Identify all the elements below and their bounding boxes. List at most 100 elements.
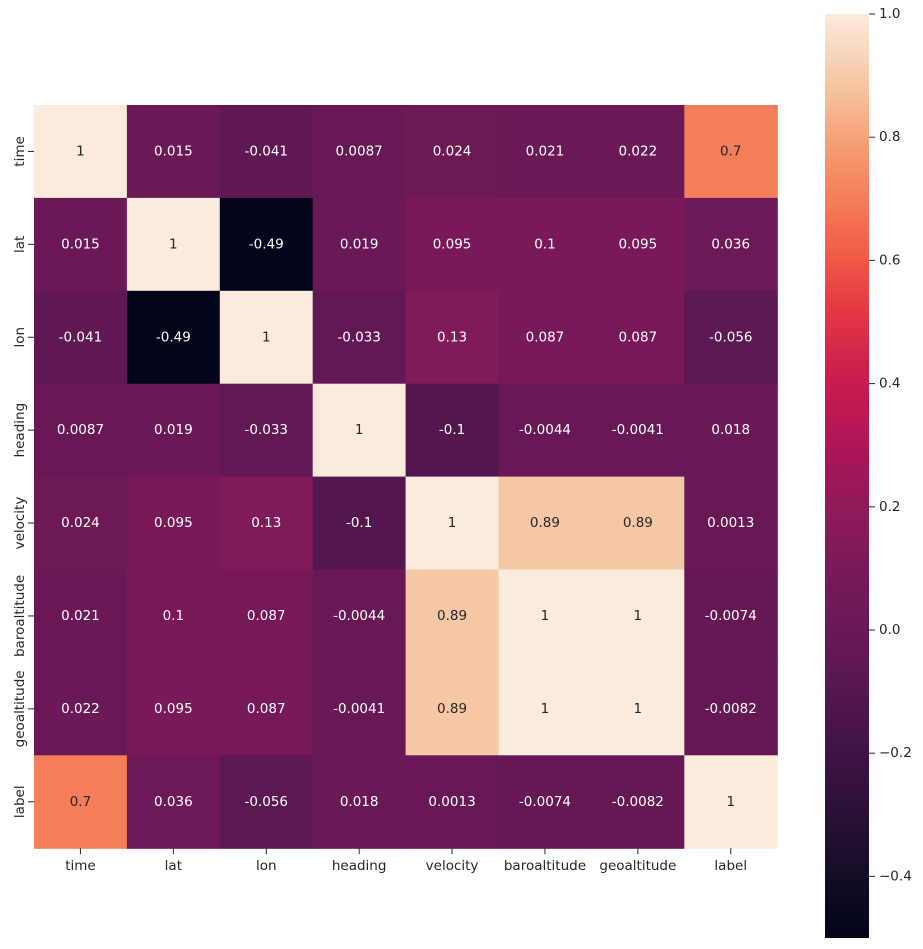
cell-annotation: 1: [634, 608, 643, 624]
heatmap-cell: [219, 105, 314, 199]
cell-annotation: 0.022: [619, 143, 658, 159]
colorbar-tick-label: 0.2: [879, 499, 900, 515]
colorbar: 1.0 0.8 0.6 0.4 0.2 0.0 −0.2 −0.4: [825, 6, 912, 938]
cell-annotation: 1: [448, 515, 457, 531]
cell-annotation: 0.0013: [428, 794, 475, 810]
cell-annotation: 0.015: [154, 143, 193, 159]
heatmap-cell: [219, 662, 314, 756]
heatmap-cell: [312, 383, 407, 478]
heatmap-cell: [498, 383, 592, 478]
heatmap-cell: [684, 383, 778, 478]
heatmap-cell: [219, 197, 314, 292]
cell-annotation: 0.7: [70, 794, 91, 810]
heatmap-cell: [219, 290, 314, 385]
heatmap-cell: [591, 105, 685, 199]
colorbar-tick-label: 0.0: [879, 622, 900, 638]
cell-annotation: -0.1: [346, 515, 372, 531]
x-tick-label: lon: [256, 858, 277, 874]
cell-annotation: -0.041: [244, 143, 288, 159]
heatmap-cell: [219, 383, 314, 478]
cell-annotation: 0.0087: [57, 422, 104, 438]
cell-annotation: -0.0041: [612, 422, 664, 438]
cell-annotation: -0.49: [156, 329, 191, 345]
heatmap-cell: [126, 755, 221, 849]
heatmap-cell: [312, 290, 407, 385]
cell-annotation: 0.1: [163, 608, 184, 624]
cell-annotation: -0.0041: [333, 701, 385, 717]
heatmap-cell: [405, 383, 500, 478]
cell-annotation: 0.019: [340, 236, 379, 252]
heatmap-cell: [591, 569, 685, 663]
heatmap-cell: [126, 197, 221, 292]
cell-annotation: -0.49: [249, 236, 284, 252]
heatmap-cells: [34, 105, 778, 849]
cell-annotation: 0.13: [251, 515, 281, 531]
cell-annotation: 0.036: [711, 236, 750, 252]
colorbar-tick-label: 0.4: [879, 376, 900, 392]
cell-annotation: 0.015: [61, 236, 100, 252]
colorbar-tick-label: 1.0: [879, 6, 900, 22]
x-tick-label: heading: [332, 858, 387, 874]
y-tick-label: velocity: [12, 497, 28, 550]
heatmap-cell: [591, 476, 685, 571]
heatmap-cell: [498, 197, 592, 292]
cell-annotation: 0.019: [154, 422, 193, 438]
cell-annotation: 1: [169, 236, 178, 252]
cell-annotation: -0.056: [709, 329, 753, 345]
heatmap-cell: [34, 105, 128, 199]
colorbar-tick-label: 0.8: [879, 129, 900, 145]
cell-annotation: -0.041: [59, 329, 103, 345]
x-tick-label: velocity: [426, 858, 479, 874]
cell-annotation: 1: [76, 143, 85, 159]
heatmap-cell: [684, 105, 778, 199]
heatmap-cell: [498, 105, 592, 199]
heatmap-cell: [34, 662, 128, 756]
x-tick-label: time: [65, 858, 96, 874]
heatmap-cell: [405, 476, 500, 571]
heatmap-cell: [34, 476, 128, 571]
cell-annotation: 0.024: [433, 143, 472, 159]
heatmap-cell: [405, 755, 500, 849]
cell-annotation: -0.056: [244, 794, 288, 810]
heatmap-cell: [684, 290, 778, 385]
cell-annotation: 0.021: [61, 608, 100, 624]
heatmap-cell: [498, 476, 592, 571]
heatmap-cell: [312, 476, 407, 571]
heatmap-cell: [591, 383, 685, 478]
y-tick-label: time: [12, 136, 28, 167]
cell-annotation: 0.087: [526, 329, 565, 345]
cell-annotation: -0.1: [439, 422, 465, 438]
cell-annotation: 0.024: [61, 515, 100, 531]
heatmap-cell: [126, 662, 221, 756]
cell-annotation: -0.0044: [519, 422, 571, 438]
cell-annotation: 0.095: [619, 236, 658, 252]
cell-annotation: -0.0082: [612, 794, 664, 810]
heatmap-cell: [126, 476, 221, 571]
colorbar-tick-label: −0.4: [879, 868, 912, 884]
cell-annotation: 0.89: [623, 515, 653, 531]
y-tick-label: heading: [12, 403, 28, 458]
cell-annotation: -0.033: [337, 329, 381, 345]
heatmap-cell: [498, 569, 592, 663]
heatmap-cell: [34, 290, 128, 385]
cell-annotation: 0.018: [340, 794, 379, 810]
cell-annotation: 0.89: [437, 701, 467, 717]
heatmap-cell: [126, 383, 221, 478]
heatmap-cell: [591, 290, 685, 385]
y-tick-label: lon: [12, 327, 28, 348]
heatmap-cell: [312, 569, 407, 663]
heatmap-cell: [684, 476, 778, 571]
cell-annotation: 0.018: [711, 422, 750, 438]
heatmap-cell: [591, 197, 685, 292]
heatmap-cell: [126, 569, 221, 663]
cell-annotation: 1: [726, 794, 735, 810]
y-tick-label: label: [12, 785, 28, 818]
heatmap-cell: [684, 569, 778, 663]
heatmap-cell: [498, 662, 592, 756]
heatmap-cell: [405, 290, 500, 385]
cell-annotation: 0.89: [437, 608, 467, 624]
heatmap-cell: [684, 197, 778, 292]
colorbar-gradient: [825, 14, 869, 938]
cell-annotation: 0.095: [433, 236, 472, 252]
cell-annotation: -0.0082: [705, 701, 757, 717]
